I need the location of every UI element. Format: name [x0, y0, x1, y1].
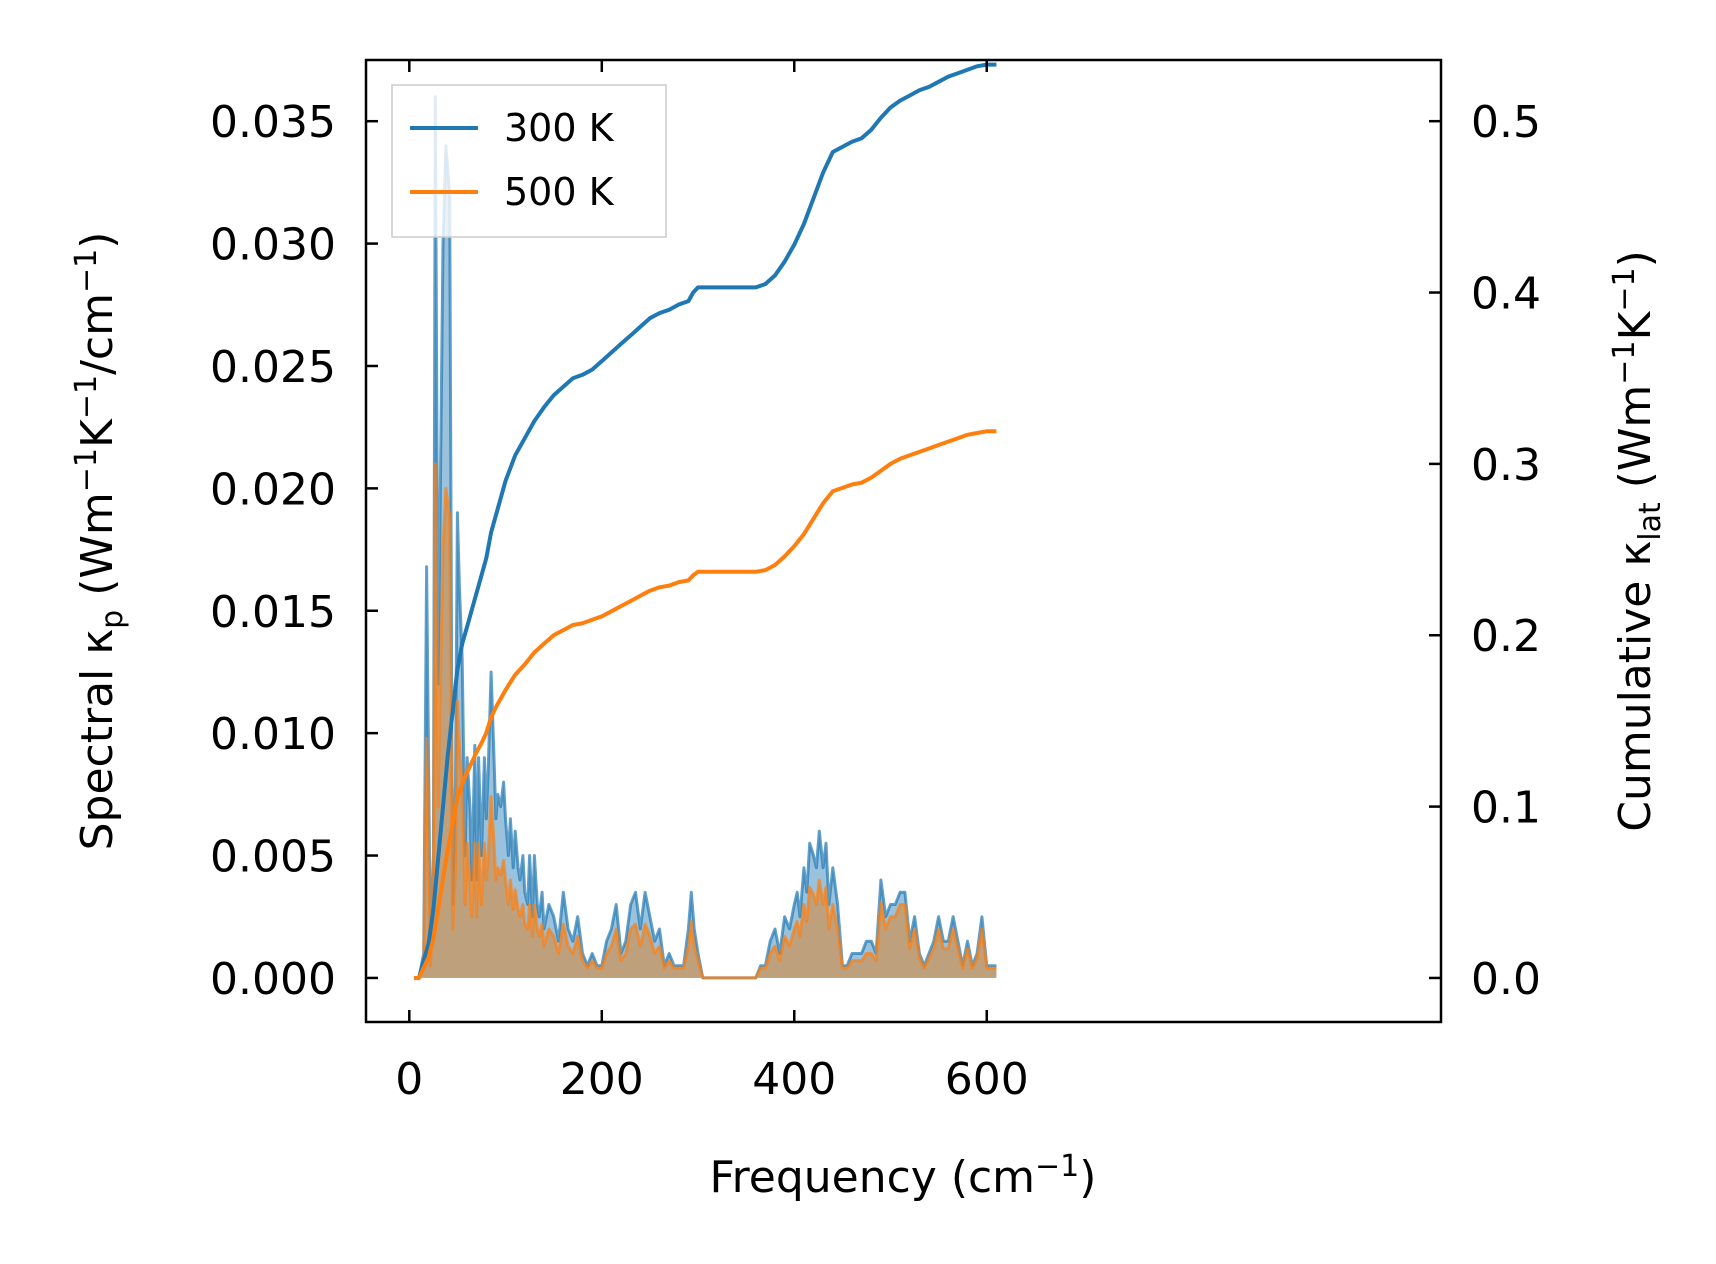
x-tick-label: 600	[945, 1054, 1029, 1105]
x-axis-label: Frequency (cm−1)	[710, 1149, 1097, 1203]
plot-frame	[364, 58, 1443, 1024]
legend: 300 K 500 K	[391, 84, 667, 238]
legend-box	[391, 84, 667, 238]
y-right-tick-label: 0.2	[1471, 611, 1541, 662]
x-tick-label: 200	[560, 1054, 644, 1105]
y-left-tick-label: 0.005	[210, 832, 336, 883]
left-y-axis-label: Spectral κp (Wm−1K−1/cm−1)	[69, 232, 130, 851]
right-y-axis-label: Cumulative κlat (Wm−1K−1)	[1607, 250, 1668, 832]
y-left-tick-label: 0.035	[210, 97, 336, 148]
y-left-tick-label: 0.030	[210, 220, 336, 271]
y-right-tick-label: 0.1	[1471, 783, 1541, 834]
y-left-tick-label: 0.000	[210, 954, 336, 1005]
y-left-tick-label: 0.015	[210, 587, 336, 638]
y-right-tick-label: 0.3	[1471, 440, 1541, 491]
y-right-tick-label: 0.5	[1471, 97, 1541, 148]
y-left-tick-label: 0.010	[210, 709, 336, 760]
legend-label-500k: 500 K	[504, 170, 615, 214]
y-right-tick-label: 0.4	[1471, 269, 1541, 320]
cumulative-line-500k	[414, 429, 997, 980]
y-left-tick-label: 0.025	[210, 342, 336, 393]
legend-label-300k: 300 K	[504, 106, 615, 150]
plot-area	[414, 62, 997, 980]
y-left-tick-label: 0.020	[210, 464, 336, 515]
x-tick-label: 0	[395, 1054, 423, 1105]
x-tick-label: 400	[752, 1054, 836, 1105]
spectral-line-500k	[414, 462, 997, 980]
y-right-tick-label: 0.0	[1471, 954, 1541, 1005]
spectral-area-500k	[414, 463, 997, 978]
spectral-line-300k	[414, 95, 997, 980]
cumulative-line-300k	[414, 62, 997, 980]
